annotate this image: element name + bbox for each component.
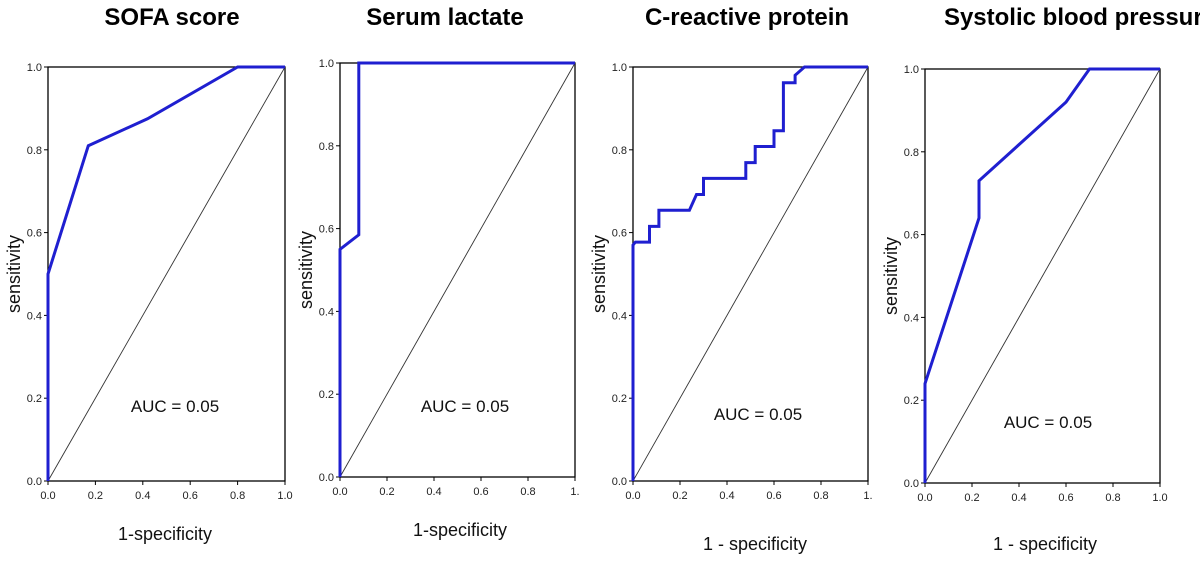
y-tick-label: 0.0	[319, 472, 334, 484]
panel-title: SOFA score	[104, 4, 239, 31]
y-tick-label: 0.0	[27, 476, 42, 488]
reference-diagonal	[632, 66, 869, 482]
x-axis-label: 1 - specificity	[993, 534, 1097, 554]
x-tick-label: 0.6	[766, 490, 781, 502]
x-tick-label: 0.8	[230, 490, 245, 502]
reference-diagonal	[47, 66, 286, 482]
y-tick-label: 0.4	[27, 310, 42, 322]
panel-title: Systolic blood pressure	[944, 4, 1200, 31]
x-axis-label: 1-specificity	[118, 524, 212, 544]
y-tick-label: 0.0	[612, 476, 627, 488]
x-tick-label: 1.0	[1152, 492, 1167, 504]
y-tick-label: 0.4	[319, 306, 334, 318]
roc-curve	[46, 65, 285, 481]
y-tick-label: 0.8	[904, 147, 919, 159]
y-axis-label: sensitivity	[589, 235, 609, 313]
y-tick-label: 1.0	[612, 62, 627, 74]
x-tick-label: 0.6	[473, 486, 488, 498]
x-tick-label: 0.4	[135, 490, 150, 502]
x-tick-label: 0.6	[183, 490, 198, 502]
auc-annotation: AUC = 0.05	[131, 397, 219, 416]
x-tick-label: 0.2	[964, 492, 979, 504]
y-tick-label: 0.2	[319, 389, 334, 401]
x-tick-label: 1.0	[277, 490, 292, 502]
x-tick-label: 0.0	[332, 486, 347, 498]
x-tick-label: 1.	[570, 486, 579, 498]
roc-curve	[338, 61, 575, 477]
y-axis-label: sensitivity	[296, 231, 316, 309]
y-tick-label: 1.0	[319, 58, 334, 70]
y-tick-label: 0.6	[612, 228, 627, 240]
y-axis-label: sensitivity	[4, 235, 24, 313]
y-tick-label: 0.2	[904, 395, 919, 407]
x-tick-label: 0.8	[1105, 492, 1120, 504]
x-tick-label: 0.8	[520, 486, 535, 498]
y-tick-label: 0.6	[904, 230, 919, 242]
y-tick-label: 1.0	[27, 62, 42, 74]
y-tick-label: 0.4	[904, 312, 919, 324]
x-tick-label: 0.2	[379, 486, 394, 498]
x-tick-label: 0.0	[40, 490, 55, 502]
reference-diagonal	[924, 68, 1161, 484]
y-axis-label: sensitivity	[881, 237, 901, 315]
y-tick-label: 1.0	[904, 64, 919, 76]
x-axis-label: 1 - specificity	[703, 534, 807, 554]
roc-panel-4: Systolic blood pressure 0.0 0.2 0.4 0.6 0.8 1.…	[881, 4, 1200, 554]
y-tick-label: 0.6	[319, 224, 334, 236]
roc-panel-2: Serum lactate 0.0 0.2 0.4 0.6 0.8 1. 0.0 0.2 0.4 0…	[296, 4, 580, 540]
plot-frame	[924, 68, 1161, 484]
y-tick-label: 0.8	[612, 145, 627, 157]
auc-annotation: AUC = 0.05	[1004, 413, 1092, 432]
x-tick-label: 0.6	[1058, 492, 1073, 504]
y-tick-label: 0.8	[319, 141, 334, 153]
roc-panel-1: SOFA score 0.0 0.2 0.4 0.6 0.8 1.0 0.0 0.2 0.4 0.6…	[4, 4, 293, 544]
x-tick-label: 0.2	[88, 490, 103, 502]
x-tick-label: 0.4	[1011, 492, 1026, 504]
auc-annotation: AUC = 0.05	[714, 405, 802, 424]
roc-curve	[631, 65, 868, 481]
x-tick-label: 0.8	[813, 490, 828, 502]
y-tick-label: 0.6	[27, 228, 42, 240]
x-tick-label: 0.4	[719, 490, 734, 502]
panel-title: C-reactive protein	[645, 4, 849, 31]
y-tick-label: 0.4	[612, 310, 627, 322]
y-tick-label: 0.0	[904, 478, 919, 490]
y-tick-label: 0.2	[612, 393, 627, 405]
x-tick-label: 0.2	[672, 490, 687, 502]
x-axis-label: 1-specificity	[413, 520, 507, 540]
y-tick-label: 0.8	[27, 145, 42, 157]
auc-annotation: AUC = 0.05	[421, 397, 509, 416]
x-tick-label: 0.4	[426, 486, 441, 498]
x-tick-label: 0.0	[917, 492, 932, 504]
reference-diagonal	[339, 62, 576, 478]
x-tick-label: 0.0	[625, 490, 640, 502]
y-tick-label: 0.2	[27, 393, 42, 405]
x-tick-label: 1.	[863, 490, 872, 502]
roc-curve	[923, 67, 1160, 483]
panel-title: Serum lactate	[366, 4, 523, 31]
roc-panel-3: C-reactive protein 0.0 0.2 0.4 0.6 0.8 1. 0.0 0.…	[589, 4, 873, 554]
